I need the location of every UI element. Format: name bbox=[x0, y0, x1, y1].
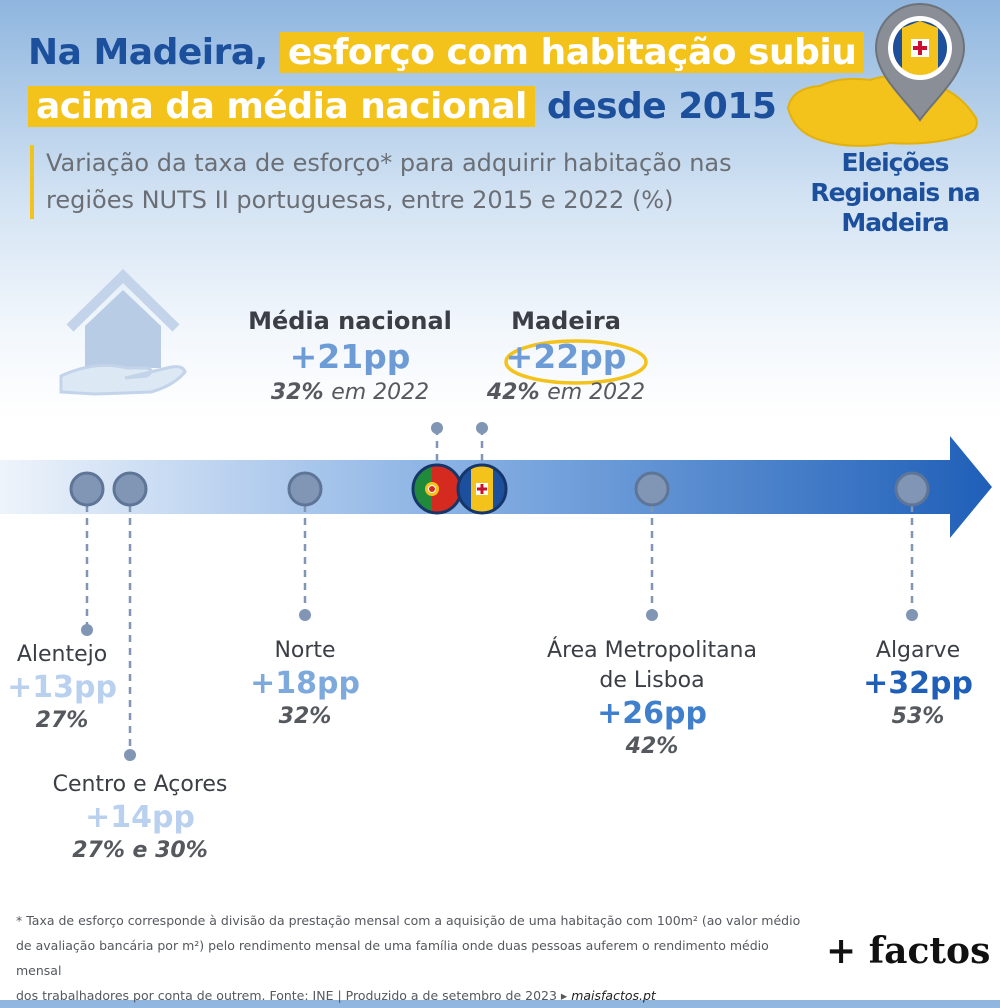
subtitle: Variação da taxa de esforço* para adquir… bbox=[30, 145, 746, 219]
value-label: +21pp bbox=[289, 337, 411, 376]
rate-suffix: em 2022 bbox=[331, 380, 430, 405]
rate-label: 42% em 2022 bbox=[466, 378, 666, 408]
label-alentejo: Alentejo +13pp 27% bbox=[0, 640, 124, 736]
brand-logo: + factos bbox=[826, 930, 991, 972]
marker-lisboa bbox=[634, 471, 670, 507]
house-hand-icon bbox=[59, 268, 187, 396]
label-norte: Norte +18pp 32% bbox=[235, 636, 375, 732]
region-name: Média nacional bbox=[248, 307, 452, 335]
badge-line-1: Eleições bbox=[841, 148, 949, 177]
footnote: * Taxa de esforço corresponde à divisão … bbox=[16, 908, 816, 1008]
rate-value: 42% bbox=[486, 380, 540, 405]
label-algarve: Algarve +32pp 53% bbox=[850, 636, 986, 732]
value-label: +26pp bbox=[597, 696, 707, 731]
label-madeira: Madeira +22pp 42% em 2022 bbox=[466, 306, 666, 408]
region-name: Alentejo bbox=[16, 642, 108, 667]
rate-label: 32% em 2022 bbox=[240, 378, 460, 408]
madeira-map-pin-icon bbox=[786, 2, 978, 147]
rate-label: 27% e 30% bbox=[72, 838, 208, 863]
title-line-2: acima da média nacional desde 2015 bbox=[28, 85, 777, 129]
region-name: Algarve bbox=[875, 638, 961, 663]
footnote-line-3: dos trabalhadores por conta de outrem. F… bbox=[16, 983, 816, 1008]
highlight-ellipse bbox=[504, 339, 648, 385]
value-label: +32pp bbox=[863, 666, 973, 701]
value-label: +18pp bbox=[250, 666, 360, 701]
region-name-line-2: de Lisboa bbox=[599, 668, 705, 693]
rate-label: 32% bbox=[278, 704, 332, 729]
rate-label: 42% bbox=[625, 734, 679, 759]
footnote-line-1: * Taxa de esforço corresponde à divisão … bbox=[16, 913, 801, 928]
title-part-1: Na Madeira, bbox=[28, 32, 268, 73]
value-label: +22pp bbox=[505, 337, 627, 376]
value-label: +13pp bbox=[7, 670, 117, 705]
label-lisboa: Área Metropolitana de Lisboa +26pp 42% bbox=[542, 636, 762, 762]
source-link[interactable]: maisfactos.pt bbox=[571, 988, 656, 1003]
region-name: Centro e Açores bbox=[52, 772, 228, 797]
footnote-line-3-text: dos trabalhadores por conta de outrem. F… bbox=[16, 988, 572, 1003]
footnote-line-2: de avaliação bancária por m²) pelo rendi… bbox=[16, 938, 769, 978]
label-media-nacional: Média nacional +21pp 32% em 2022 bbox=[240, 306, 460, 408]
location-pin-icon bbox=[874, 2, 966, 122]
rate-label: 27% bbox=[35, 708, 89, 733]
value-label: +14pp bbox=[85, 800, 195, 835]
rate-value: 32% bbox=[270, 380, 324, 405]
madeira-flag-icon bbox=[456, 463, 508, 515]
marker-algarve bbox=[894, 471, 930, 507]
marker-alentejo bbox=[69, 471, 105, 507]
title-highlight-1: esforço com habitação subiu bbox=[279, 32, 865, 73]
badge-line-3: Madeira bbox=[841, 208, 949, 237]
region-name-line-1: Área Metropolitana bbox=[547, 638, 757, 663]
title-line-1: Na Madeira, esforço com habitação subiu bbox=[28, 31, 865, 75]
rate-suffix: em 2022 bbox=[547, 380, 646, 405]
rate-label: 53% bbox=[891, 704, 945, 729]
elections-badge: Eleições Regionais na Madeira bbox=[805, 148, 985, 238]
marker-centro-acores bbox=[112, 471, 148, 507]
title-part-2: desde 2015 bbox=[546, 86, 777, 127]
badge-line-2: Regionais na bbox=[810, 178, 980, 207]
region-name: Norte bbox=[274, 638, 336, 663]
region-name: Madeira bbox=[511, 307, 621, 335]
marker-norte bbox=[287, 471, 323, 507]
label-centro-acores: Centro e Açores +14pp 27% e 30% bbox=[40, 770, 240, 866]
title-highlight-2: acima da média nacional bbox=[28, 86, 535, 127]
